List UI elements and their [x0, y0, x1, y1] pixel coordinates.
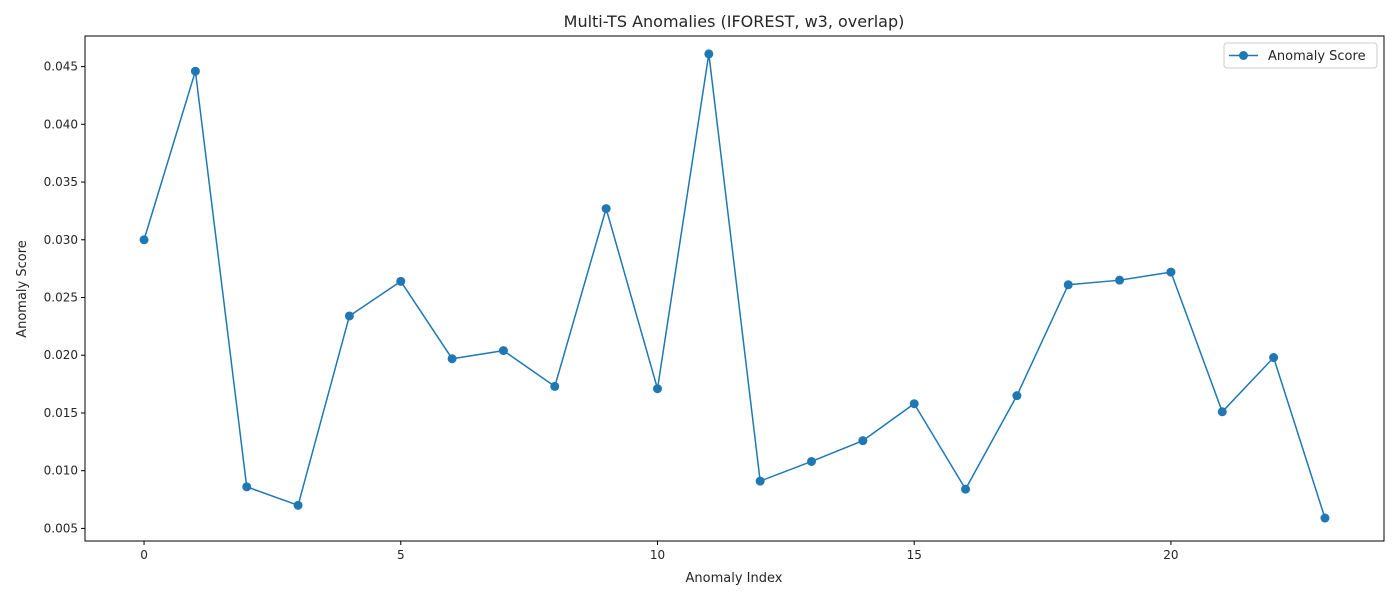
y-tick-label: 0.020 — [44, 348, 78, 362]
x-tick-label: 20 — [1163, 548, 1178, 562]
x-tick-label: 0 — [140, 548, 148, 562]
data-point — [755, 476, 765, 486]
series-line — [143, 53, 1326, 519]
data-point — [1166, 267, 1176, 277]
x-tick-label: 5 — [397, 548, 405, 562]
data-point — [190, 66, 200, 76]
data-point — [447, 354, 457, 364]
data-point — [601, 204, 611, 214]
legend-label: Anomaly Score — [1268, 49, 1366, 64]
chart-title: Multi-TS Anomalies (IFOREST, w3, overlap… — [564, 12, 905, 31]
data-point — [858, 436, 868, 446]
data-point — [1063, 280, 1073, 290]
data-point — [1217, 407, 1227, 417]
data-point — [293, 500, 303, 510]
y-tick-label: 0.010 — [44, 464, 78, 478]
data-point — [242, 482, 252, 492]
data-point — [396, 276, 406, 286]
data-point — [344, 311, 354, 321]
data-point — [1115, 275, 1125, 285]
x-axis-label: Anomaly Index — [686, 571, 783, 586]
data-point — [1012, 391, 1022, 401]
y-tick-label: 0.045 — [44, 60, 78, 74]
y-tick-label: 0.030 — [44, 233, 78, 247]
data-point — [1320, 513, 1330, 523]
data-point — [909, 399, 919, 409]
y-tick-label: 0.035 — [44, 175, 78, 189]
y-tick-label: 0.015 — [44, 406, 78, 420]
legend-marker-swatch — [1239, 51, 1248, 60]
data-point — [704, 49, 714, 59]
x-tick-label: 10 — [650, 548, 665, 562]
y-tick-label: 0.040 — [44, 117, 78, 131]
plot-frame — [84, 35, 1385, 542]
points-layer — [139, 49, 1330, 523]
x-tick-label: 15 — [907, 548, 922, 562]
legend: Anomaly Score — [1223, 42, 1378, 69]
data-point — [652, 384, 662, 394]
plot-area: 0 5 10 15 20 0.005 0.010 0.015 0.020 0.025 0.030 0.… — [44, 35, 1385, 562]
data-point — [961, 484, 971, 494]
series-layer — [143, 53, 1326, 519]
data-point — [498, 346, 508, 356]
y-tick-label: 0.025 — [44, 291, 78, 305]
legend-box — [1223, 42, 1378, 69]
data-point — [550, 381, 560, 391]
data-point — [1269, 353, 1279, 363]
y-tick-label: 0.005 — [44, 521, 78, 535]
data-point — [139, 235, 149, 245]
y-axis-label: Anomaly Score — [15, 240, 30, 338]
axis-ticks: 0 5 10 15 20 0.005 0.010 0.015 0.020 0.025 0.030 0.… — [44, 60, 1179, 562]
data-point — [807, 456, 817, 466]
